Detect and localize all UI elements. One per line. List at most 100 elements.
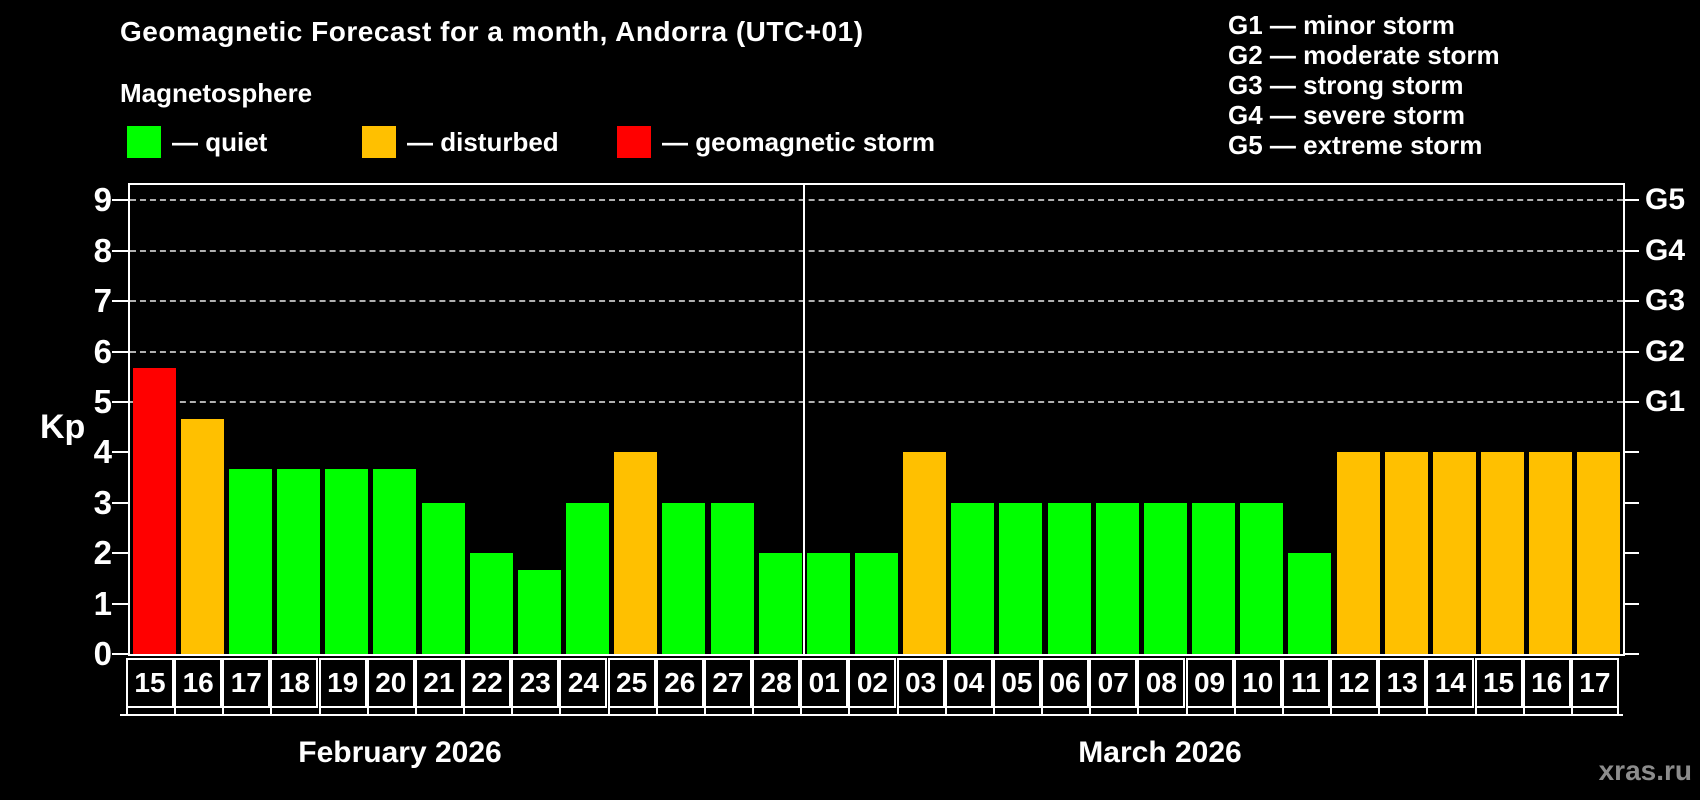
y-tick-right-7 — [1623, 300, 1639, 303]
plot-area — [128, 183, 1625, 656]
kp-bar-day-03 — [903, 452, 947, 654]
day-label-14: 14 — [1426, 658, 1475, 708]
x-boundary-tick — [1089, 708, 1092, 714]
kp-bar-day-28 — [758, 553, 802, 654]
y-tick-label-5: 5 — [93, 383, 112, 420]
x-boundary-tick — [414, 708, 417, 714]
y-tick-left-6 — [112, 350, 128, 353]
month-label-march: March 2026 — [1078, 736, 1242, 769]
x-boundary-tick — [1137, 708, 1140, 714]
x-boundary-tick — [607, 708, 610, 714]
x-boundary-tick — [1330, 708, 1333, 714]
right-axis-label-g1: G1 — [1645, 385, 1686, 418]
kp-bar-day-18 — [277, 469, 321, 654]
disturbed-legend-swatch — [362, 126, 396, 158]
page-title: Geomagnetic Forecast for a month, Andorr… — [120, 16, 864, 47]
kp-bar-day-07 — [1095, 502, 1139, 654]
x-boundary-tick — [1233, 708, 1236, 714]
kp-bar-day-27 — [710, 502, 754, 654]
month-label-february: February 2026 — [298, 736, 502, 769]
kp-bar-day-20 — [373, 469, 417, 654]
quiet-legend-swatch — [127, 126, 161, 158]
y-tick-left-9 — [112, 199, 128, 202]
y-tick-right-6 — [1623, 350, 1639, 353]
day-label-17: 17 — [222, 658, 271, 708]
kp-bar-day-19 — [325, 469, 369, 654]
y-tick-left-8 — [112, 249, 128, 252]
x-boundary-tick — [1617, 708, 1619, 714]
x-boundary-tick — [1426, 708, 1429, 714]
day-label-17: 17 — [1570, 658, 1619, 708]
y-tick-left-1 — [112, 602, 128, 605]
x-boundary-tick — [703, 708, 706, 714]
gridline-kp9 — [130, 199, 1623, 202]
x-boundary-tick — [848, 708, 851, 714]
kp-bar-day-22 — [469, 553, 513, 654]
day-label-02: 02 — [848, 658, 897, 708]
kp-bar-day-10 — [1240, 502, 1284, 654]
day-label-12: 12 — [1330, 658, 1379, 708]
x-boundary-tick — [1522, 708, 1525, 714]
right-axis-label-g5: G5 — [1645, 183, 1686, 217]
day-label-25: 25 — [607, 658, 656, 708]
day-label-16: 16 — [1522, 658, 1571, 708]
kp-bar-day-15 — [132, 368, 176, 654]
gridline-kp8 — [130, 249, 1623, 252]
right-axis-label-g4: G4 — [1645, 233, 1686, 267]
y-tick-right-3 — [1623, 501, 1639, 504]
kp-bar-day-04 — [951, 502, 995, 654]
x-boundary-tick — [126, 708, 128, 714]
day-label-23: 23 — [511, 658, 560, 708]
y-tick-label-0: 0 — [93, 635, 112, 672]
day-label-07: 07 — [1089, 658, 1138, 708]
day-label-19: 19 — [318, 658, 367, 708]
y-tick-left-7 — [112, 300, 128, 303]
kp-bar-day-16 — [1529, 452, 1573, 654]
day-label-20: 20 — [366, 658, 415, 708]
x-boundary-tick — [511, 708, 514, 714]
x-boundary-tick — [944, 708, 947, 714]
kp-bar-day-24 — [566, 502, 610, 654]
y-tick-left-4 — [112, 451, 128, 454]
y-tick-label-8: 8 — [93, 231, 112, 269]
g-legend-item-g3: G3 — strong storm — [1228, 70, 1464, 100]
day-label-18: 18 — [270, 658, 319, 708]
quiet-legend-label: — quiet — [172, 127, 268, 157]
day-label-09: 09 — [1185, 658, 1234, 708]
g-legend-item-g5: G5 — extreme storm — [1228, 130, 1483, 160]
day-label-13: 13 — [1378, 658, 1427, 708]
x-boundary-tick — [174, 708, 177, 714]
y-tick-right-1 — [1623, 602, 1639, 605]
y-tick-label-6: 6 — [93, 332, 112, 370]
y-tick-left-0 — [112, 653, 128, 655]
day-label-08: 08 — [1137, 658, 1186, 708]
x-boundary-tick — [559, 708, 562, 714]
g-legend-item-g2: G2 — moderate storm — [1228, 40, 1500, 70]
x-boundary-tick — [655, 708, 658, 714]
y-tick-label-4: 4 — [93, 433, 112, 471]
x-axis-baseline — [120, 714, 1623, 716]
day-label-16: 16 — [174, 658, 223, 708]
day-label-24: 24 — [559, 658, 608, 708]
x-boundary-tick — [1041, 708, 1044, 714]
kp-bar-day-09 — [1192, 502, 1236, 654]
kp-bar-day-26 — [662, 502, 706, 654]
y-tick-right-5 — [1623, 401, 1639, 403]
x-boundary-tick — [1474, 708, 1477, 714]
y-tick-right-9 — [1623, 199, 1639, 202]
kp-bar-day-17 — [228, 469, 272, 654]
kp-bar-day-08 — [1143, 502, 1187, 654]
y-axis-title: Kp — [40, 408, 86, 446]
right-axis-label-g3: G3 — [1645, 284, 1686, 318]
day-label-10: 10 — [1233, 658, 1282, 708]
y-tick-label-2: 2 — [93, 534, 112, 572]
watermark: xras.ru — [1598, 755, 1692, 786]
kp-bar-day-15 — [1481, 452, 1525, 654]
x-boundary-tick — [1378, 708, 1381, 714]
kp-bar-day-11 — [1288, 553, 1332, 654]
day-label-15: 15 — [1474, 658, 1523, 708]
x-boundary-tick — [992, 708, 995, 714]
kp-bar-day-02 — [855, 553, 898, 654]
day-label-27: 27 — [703, 658, 752, 708]
gridline-kp6 — [130, 350, 1623, 353]
